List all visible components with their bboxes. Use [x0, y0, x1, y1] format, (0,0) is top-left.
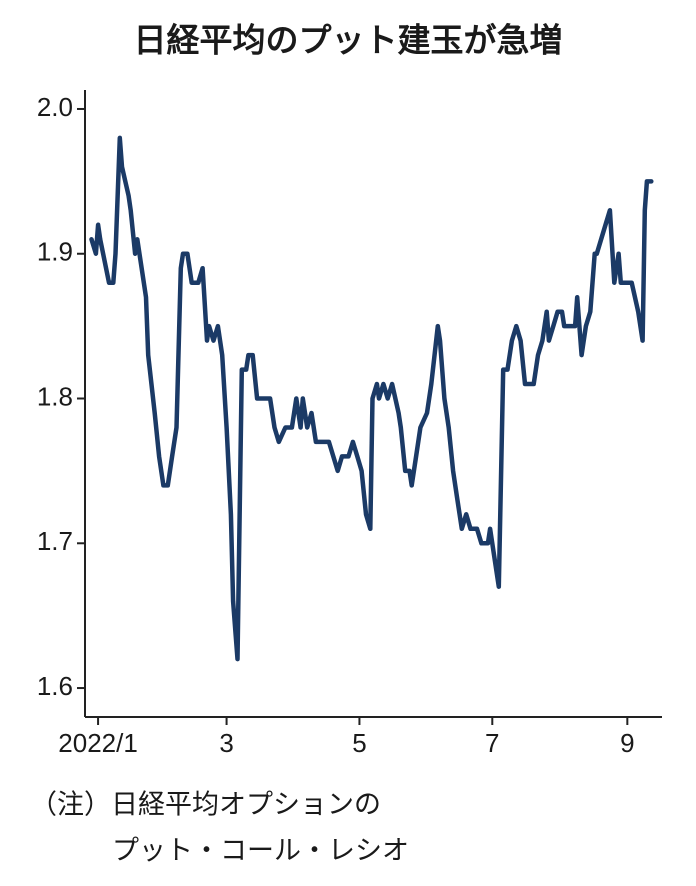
x-tick-label: 9 — [620, 728, 634, 758]
x-tick-label: 3 — [219, 728, 233, 758]
chart-title: 日経平均のプット建玉が急増 — [134, 21, 563, 60]
x-tick-label: 2022/1 — [58, 728, 138, 758]
y-tick-label: 1.8 — [37, 381, 73, 411]
note: （注）日経平均オプションの — [30, 790, 381, 821]
note: プット・コール・レシオ — [112, 836, 409, 867]
y-tick-label: 1.6 — [37, 671, 73, 701]
y-tick-label: 1.9 — [37, 237, 73, 267]
x-tick-label: 5 — [352, 728, 366, 758]
x-tick-label: 7 — [485, 728, 499, 758]
y-tick-label: 1.7 — [37, 526, 73, 556]
line — [89, 135, 654, 662]
y-tick-label: 2.0 — [37, 92, 73, 122]
